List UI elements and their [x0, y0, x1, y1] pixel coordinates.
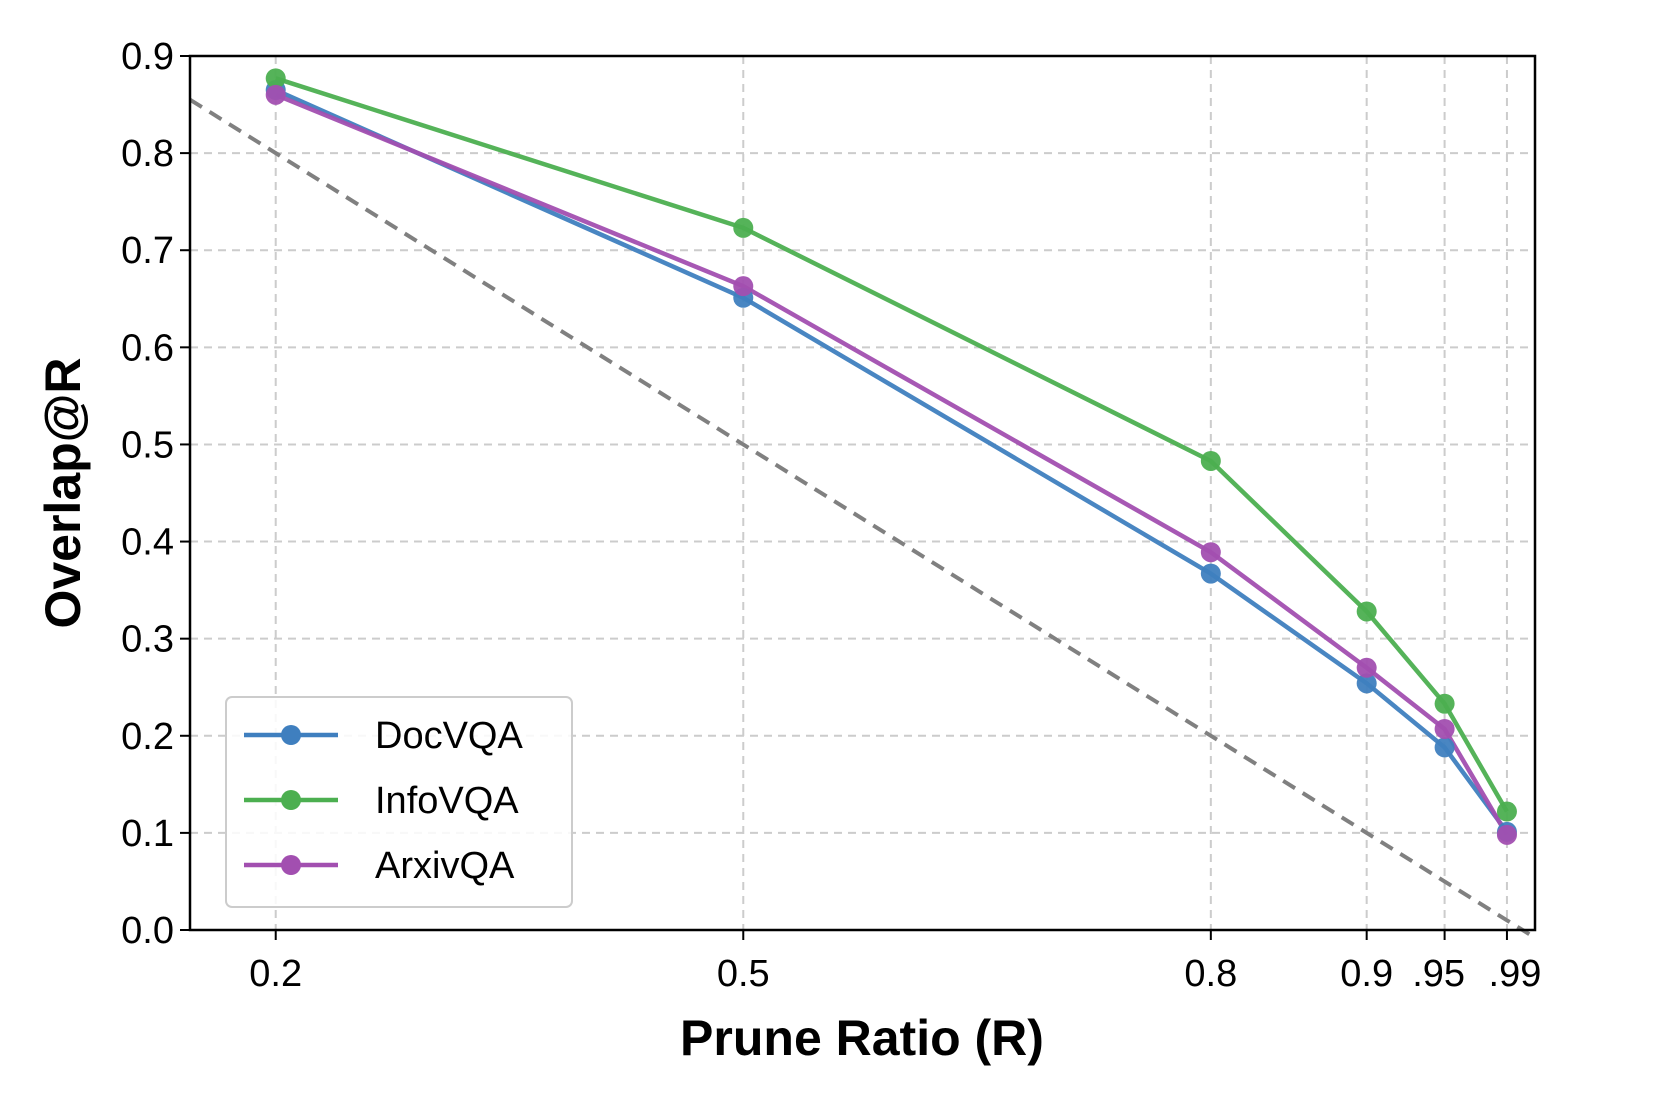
x-tick-label: 0.9: [1340, 953, 1393, 995]
data-point-arxivqa: [733, 276, 754, 297]
data-point-infovqa: [1356, 601, 1377, 622]
data-point-arxivqa: [265, 84, 286, 105]
data-point-infovqa: [1200, 450, 1221, 471]
x-tick-label: .95: [1412, 953, 1465, 995]
reference-diagonal-line: [188, 98, 1537, 940]
series-line-docvqa: [274, 87, 1509, 834]
x-tick-label: 0.5: [717, 953, 770, 995]
reference-line: [188, 98, 1537, 940]
y-tick-label: 0.5: [121, 424, 174, 466]
x-axis-title: Prune Ratio (R): [680, 1010, 1044, 1066]
legend-label-arxivqa: ArxivQA: [375, 845, 515, 887]
legend-label-infovqa: InfoVQA: [375, 780, 519, 822]
legend-marker-arxivqa: [281, 855, 301, 875]
x-tick-label: 0.2: [249, 953, 302, 995]
data-point-docvqa: [1200, 563, 1221, 584]
data-point-arxivqa: [1356, 657, 1377, 678]
x-tick-label: 0.8: [1184, 953, 1237, 995]
y-tick-label: 0.1: [121, 813, 174, 855]
y-tick-label: 0.4: [121, 522, 174, 564]
legend-marker-infovqa: [281, 790, 301, 810]
data-point-infovqa: [1496, 801, 1517, 822]
grid: [190, 55, 1535, 930]
data-point-arxivqa: [1200, 542, 1221, 563]
y-axis-title: Overlap@R: [35, 357, 91, 628]
y-tick-label: 0.0: [121, 910, 174, 952]
series-line-arxivqa: [274, 92, 1509, 836]
legend-box: [225, 696, 573, 908]
plot-frame: [188, 54, 1537, 932]
data-point-docvqa: [1434, 737, 1455, 758]
y-tick-label: 0.9: [121, 36, 174, 78]
data-point-docvqa: [1356, 673, 1377, 694]
y-tick-label: 0.2: [121, 716, 174, 758]
series-line-infovqa: [275, 76, 1509, 813]
data-point-infovqa: [733, 217, 754, 238]
x-axis: 0.2 0.5 0.8 0.9 .95 .99: [249, 930, 1541, 995]
series-group: [265, 68, 1517, 845]
y-axis: 0.0 0.1 0.2 0.3 0.4 0.5 0.6 0.7 0.8 0.9: [121, 36, 190, 952]
x-tick-label: .99: [1489, 953, 1542, 995]
legend-label-docvqa: DocVQA: [375, 715, 523, 757]
data-point-infovqa: [265, 68, 286, 89]
data-point-arxivqa: [1496, 824, 1517, 845]
y-tick-label: 0.7: [121, 230, 174, 272]
data-point-arxivqa: [1434, 718, 1455, 739]
y-tick-label: 0.8: [121, 133, 174, 175]
legend: DocVQA InfoVQA ArxivQA: [225, 696, 573, 908]
legend-marker-docvqa: [281, 725, 301, 745]
data-point-infovqa: [1434, 693, 1455, 714]
y-tick-label: 0.3: [121, 619, 174, 661]
y-tick-label: 0.6: [121, 327, 174, 369]
